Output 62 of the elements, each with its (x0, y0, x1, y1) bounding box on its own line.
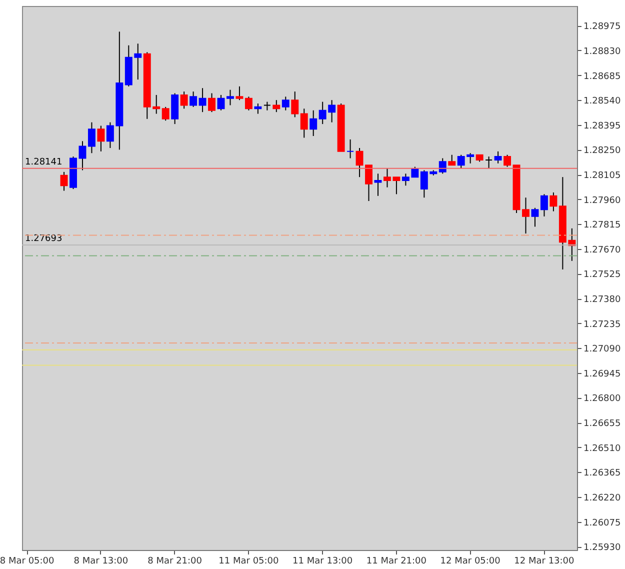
y-tick-label: 1.26365 (584, 468, 621, 479)
candlestick (374, 173, 382, 196)
y-tick-label: 1.28250 (584, 146, 621, 156)
y-tick-label: 1.26075 (584, 518, 621, 528)
y-tick-label: 1.28395 (584, 121, 621, 132)
y-tick-label: 1.28830 (584, 46, 621, 57)
y-tick-label: 1.28975 (584, 22, 621, 32)
y-tick-label: 1.25930 (584, 543, 621, 554)
x-tick-label: 12 Mar 05:00 (440, 556, 501, 566)
x-tick-label: 12 Mar 13:00 (514, 556, 575, 566)
candlestick (217, 94, 225, 111)
y-tick-label: 1.26945 (584, 369, 621, 380)
ref-line-label: 1.28141 (25, 157, 62, 168)
y-tick-label: 1.26800 (584, 394, 621, 404)
y-tick-label: 1.27525 (584, 270, 621, 280)
candlestick (282, 96, 290, 111)
candlestick (244, 96, 252, 111)
candlestick (254, 103, 262, 114)
candlestick (291, 91, 299, 118)
candlestick (310, 110, 318, 137)
x-tick-label: 8 Mar 21:00 (148, 556, 202, 566)
y-tick-label: 1.26220 (584, 493, 621, 504)
candlestick (198, 88, 206, 113)
candlestick (208, 92, 216, 113)
candlestick (540, 194, 548, 217)
y-tick-label: 1.26655 (584, 419, 621, 430)
candlestick (226, 89, 234, 106)
y-tick-label: 1.27670 (584, 245, 621, 256)
candlestick (162, 106, 170, 122)
candlestick (494, 150, 502, 164)
x-tick-label: 11 Mar 21:00 (366, 556, 427, 566)
candlestick (190, 91, 198, 108)
candlestick (60, 171, 68, 192)
candlestick (448, 154, 456, 166)
y-tick-label: 1.27960 (584, 196, 621, 206)
x-tick-label: 8 Mar 05:00 (0, 556, 55, 566)
candlestick (88, 122, 96, 154)
candlestick (522, 197, 530, 234)
candlestick (97, 125, 105, 152)
y-tick-label: 1.28685 (584, 72, 621, 82)
y-tick-label: 1.27380 (584, 295, 621, 306)
y-tick-label: 1.27235 (584, 320, 621, 330)
candlestick (531, 207, 539, 228)
candlestick (171, 92, 179, 125)
candlestick (272, 100, 280, 113)
candlestick (550, 192, 558, 212)
x-tick-label: 11 Mar 13:00 (292, 556, 353, 566)
x-tick-label: 11 Mar 05:00 (218, 556, 280, 566)
candlestick (180, 91, 188, 110)
candlestick (438, 158, 446, 174)
candlestick (346, 138, 354, 159)
y-tick-label: 1.26510 (584, 444, 621, 454)
candlestick (300, 108, 308, 138)
y-tick-label: 1.27815 (584, 220, 621, 231)
x-tick-label: 8 Mar 13:00 (74, 556, 128, 566)
candlestick (78, 140, 86, 171)
y-tick-label: 1.28105 (584, 171, 621, 182)
candlestick (504, 154, 512, 168)
y-tick-label: 1.27090 (584, 344, 621, 355)
candlestick (485, 156, 493, 170)
y-tick-label: 1.28540 (584, 96, 621, 107)
candlestick (236, 86, 244, 101)
